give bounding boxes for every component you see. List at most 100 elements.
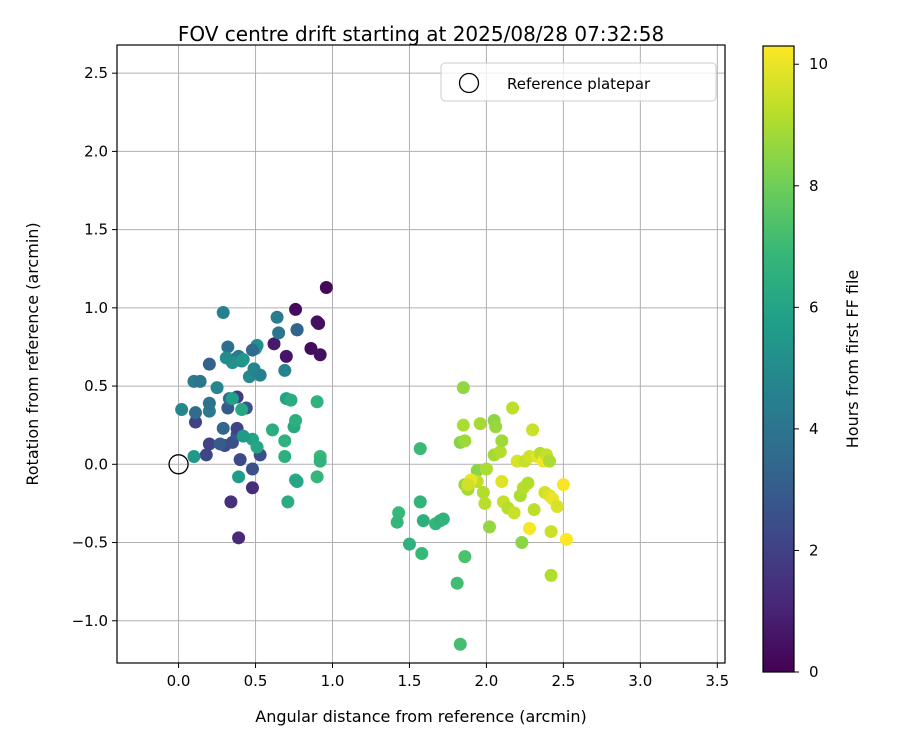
data-point — [236, 352, 250, 366]
data-point — [189, 406, 203, 420]
legend-box — [440, 62, 717, 102]
legend-marker-icon — [458, 72, 480, 94]
y-tick-label: −1.0 — [72, 612, 108, 630]
colorbar-ticks: 0 2 4 6 8 10 — [794, 55, 828, 681]
y-tick-label: 1.5 — [84, 221, 108, 239]
colorbar-tick-label: 4 — [809, 420, 819, 438]
colorbar-tick-label: 6 — [809, 298, 819, 316]
y-axis-label: Rotation from reference (arcmin) — [23, 222, 42, 485]
data-point — [312, 316, 326, 330]
data-point — [489, 420, 503, 434]
data-point — [456, 418, 470, 432]
data-point — [213, 437, 227, 451]
x-tick-label: 0.5 — [244, 672, 268, 690]
x-tick-label: 1.0 — [321, 672, 345, 690]
x-tick-label: 0.0 — [167, 672, 191, 690]
legend: Reference platepar — [440, 62, 717, 102]
data-point — [458, 434, 472, 448]
data-point — [304, 342, 318, 356]
colorbar-label: Hours from first FF file — [843, 270, 862, 449]
data-point — [219, 351, 233, 365]
data-points — [175, 281, 573, 651]
data-point — [458, 550, 472, 564]
data-point — [507, 506, 521, 520]
data-point — [284, 393, 298, 407]
data-point — [232, 531, 246, 545]
data-point — [245, 343, 259, 357]
x-axis-label: Angular distance from reference (arcmin) — [255, 707, 586, 726]
y-tick-label: 0.0 — [84, 455, 108, 473]
data-point — [544, 568, 558, 582]
data-point — [278, 449, 292, 463]
data-point — [415, 546, 429, 560]
data-point — [236, 429, 250, 443]
data-point — [279, 349, 293, 363]
data-point — [270, 310, 284, 324]
data-point — [267, 337, 281, 351]
data-point — [506, 401, 520, 415]
x-tick-label: 3.0 — [628, 672, 652, 690]
data-point — [199, 448, 213, 462]
data-point — [473, 417, 487, 431]
y-tick-label: −0.5 — [72, 534, 108, 552]
data-point — [232, 470, 246, 484]
reference-marker-layer — [168, 454, 189, 475]
data-point — [319, 281, 333, 295]
data-point — [289, 413, 303, 427]
y-tick-label: 2.5 — [84, 64, 108, 82]
data-point — [526, 423, 540, 437]
data-point — [495, 475, 509, 489]
data-point — [202, 437, 216, 451]
y-tick-label: 0.5 — [84, 377, 108, 395]
data-point — [453, 637, 467, 651]
data-point — [436, 512, 450, 526]
data-point — [313, 348, 327, 362]
data-point — [202, 357, 216, 371]
data-point — [544, 525, 558, 539]
data-point — [216, 421, 230, 435]
data-point — [233, 453, 247, 467]
data-point — [416, 514, 430, 528]
data-point — [175, 403, 189, 417]
data-point — [281, 495, 295, 509]
data-point — [390, 515, 404, 529]
data-point — [495, 434, 509, 448]
y-tick-label: 1.0 — [84, 299, 108, 317]
data-point — [450, 576, 464, 590]
data-point — [189, 415, 203, 429]
data-point — [482, 520, 496, 534]
chart-title: FOV centre drift starting at 2025/08/28 … — [178, 22, 664, 46]
data-point — [221, 340, 235, 354]
data-point — [245, 481, 259, 495]
data-point — [559, 532, 573, 546]
data-point — [521, 476, 535, 490]
colorbar-tick-label: 0 — [809, 663, 819, 681]
data-point — [413, 442, 427, 456]
data-point — [289, 302, 303, 316]
data-point — [543, 454, 557, 468]
data-point — [265, 423, 279, 437]
data-point — [245, 462, 259, 476]
data-point — [290, 475, 304, 489]
y-tick-label: 2.0 — [84, 142, 108, 160]
data-point — [290, 323, 304, 337]
data-point — [515, 536, 529, 550]
data-point — [250, 440, 264, 454]
data-point — [235, 403, 249, 417]
data-point — [556, 478, 570, 492]
data-point — [527, 503, 541, 517]
x-tick-label: 3.5 — [705, 672, 729, 690]
data-point — [278, 434, 292, 448]
data-point — [310, 395, 324, 409]
data-point — [272, 326, 286, 340]
data-point — [413, 495, 427, 509]
reference-platepar-marker — [168, 454, 189, 475]
axis-ticks: 0.0 0.5 1.0 1.5 2.0 2.5 3.0 3.5 −1.0 −0.5 0.0 0.5 1.… — [72, 64, 730, 690]
data-point — [202, 396, 216, 410]
data-point — [187, 449, 201, 463]
colorbar-tick-label: 10 — [809, 55, 828, 73]
data-point — [523, 521, 537, 535]
colorbar-gradient — [762, 45, 795, 673]
